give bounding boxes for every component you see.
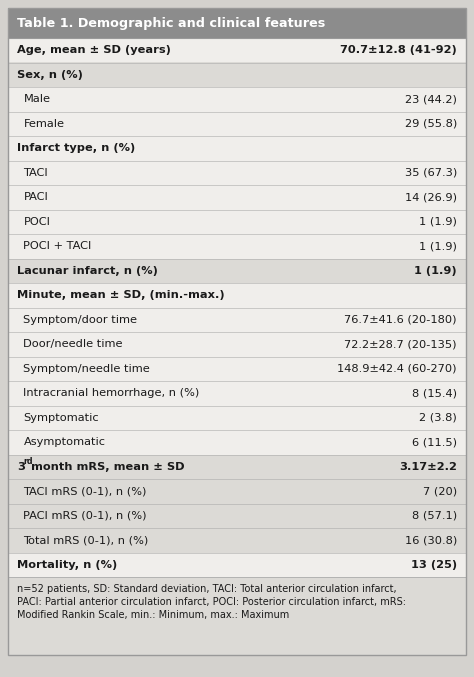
Text: 29 (55.8): 29 (55.8) (405, 118, 457, 129)
Bar (8, 234, 466, 259)
Bar (8, 185, 466, 209)
Text: 72.2±28.7 (20-135): 72.2±28.7 (20-135) (345, 339, 457, 349)
Text: Symptom/door time: Symptom/door time (24, 315, 137, 325)
Text: Symptom/needle time: Symptom/needle time (24, 364, 150, 374)
Text: 14 (26.9): 14 (26.9) (405, 192, 457, 202)
Bar (8, 38, 466, 62)
Text: Symptomatic: Symptomatic (24, 413, 99, 422)
Text: Sex, n (%): Sex, n (%) (17, 70, 83, 80)
Text: 16 (30.8): 16 (30.8) (405, 536, 457, 545)
Text: Asymptomatic: Asymptomatic (24, 437, 106, 447)
Text: 1 (1.9): 1 (1.9) (419, 217, 457, 227)
Bar (8, 87, 466, 112)
Text: 1 (1.9): 1 (1.9) (414, 266, 457, 276)
Text: rd: rd (23, 457, 32, 466)
Text: Total mRS (0-1), n (%): Total mRS (0-1), n (%) (24, 536, 149, 545)
Bar (8, 577, 466, 655)
Text: month mRS, mean ± SD: month mRS, mean ± SD (27, 462, 185, 472)
Text: Intracranial hemorrhage, n (%): Intracranial hemorrhage, n (%) (24, 388, 200, 398)
Bar (8, 504, 466, 528)
Bar (8, 112, 466, 136)
Text: Age, mean ± SD (years): Age, mean ± SD (years) (17, 45, 171, 56)
Bar (8, 332, 466, 357)
Bar (8, 454, 466, 479)
Text: 13 (25): 13 (25) (411, 560, 457, 570)
Text: PACI mRS (0-1), n (%): PACI mRS (0-1), n (%) (24, 510, 147, 521)
Text: Female: Female (24, 118, 64, 129)
Bar (8, 307, 466, 332)
Bar (8, 528, 466, 552)
Text: POCI + TACI: POCI + TACI (24, 241, 92, 251)
Text: TACI mRS (0-1), n (%): TACI mRS (0-1), n (%) (24, 486, 147, 496)
Bar (8, 160, 466, 185)
Text: 8 (57.1): 8 (57.1) (412, 510, 457, 521)
Text: Mortality, n (%): Mortality, n (%) (17, 560, 117, 570)
Text: Table 1. Demographic and clinical features: Table 1. Demographic and clinical featur… (17, 16, 325, 30)
Text: 76.7±41.6 (20-180): 76.7±41.6 (20-180) (345, 315, 457, 325)
Bar (8, 8, 466, 38)
Bar (8, 357, 466, 381)
Text: 8 (15.4): 8 (15.4) (412, 388, 457, 398)
Text: 148.9±42.4 (60-270): 148.9±42.4 (60-270) (337, 364, 457, 374)
Text: Minute, mean ± SD, (min.-max.): Minute, mean ± SD, (min.-max.) (17, 290, 225, 301)
Text: 1 (1.9): 1 (1.9) (419, 241, 457, 251)
Text: POCI: POCI (24, 217, 51, 227)
Bar (8, 381, 466, 406)
Text: TACI: TACI (24, 168, 48, 178)
Text: 70.7±12.8 (41-92): 70.7±12.8 (41-92) (340, 45, 457, 56)
Bar (8, 406, 466, 430)
Text: Lacunar infarct, n (%): Lacunar infarct, n (%) (17, 266, 158, 276)
Text: 35 (67.3): 35 (67.3) (405, 168, 457, 178)
Bar (8, 552, 466, 577)
Bar (8, 136, 466, 160)
Text: 6 (11.5): 6 (11.5) (412, 437, 457, 447)
Text: Door/needle time: Door/needle time (24, 339, 123, 349)
Text: 2 (3.8): 2 (3.8) (419, 413, 457, 422)
Text: 3: 3 (17, 462, 25, 472)
Text: n=52 patients, SD: Standard deviation, TACI: Total anterior circulation infarct,: n=52 patients, SD: Standard deviation, T… (17, 584, 406, 620)
Bar (8, 479, 466, 504)
Text: 3.17±2.2: 3.17±2.2 (399, 462, 457, 472)
Bar (8, 430, 466, 454)
Bar (8, 283, 466, 307)
Text: PACI: PACI (24, 192, 48, 202)
Text: Infarct type, n (%): Infarct type, n (%) (17, 144, 135, 153)
Bar (8, 259, 466, 283)
Text: 23 (44.2): 23 (44.2) (405, 94, 457, 104)
Text: 7 (20): 7 (20) (423, 486, 457, 496)
Text: Male: Male (24, 94, 51, 104)
Bar (8, 62, 466, 87)
Bar (8, 209, 466, 234)
